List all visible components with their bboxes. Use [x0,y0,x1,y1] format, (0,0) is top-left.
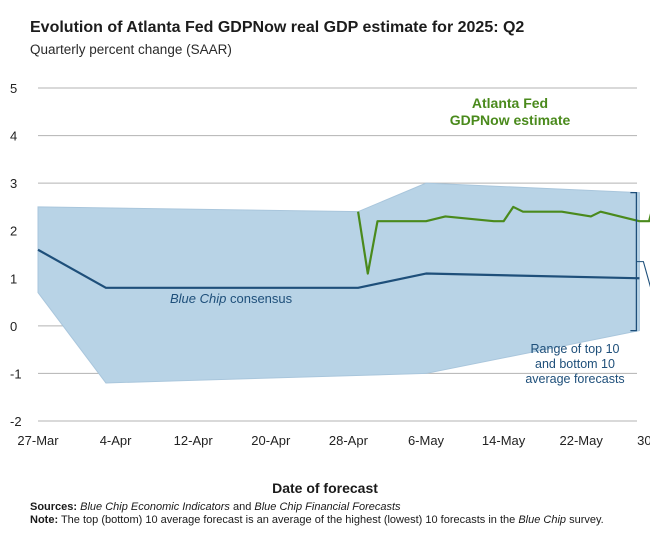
note-label: Note: [30,514,59,526]
x-tick-label: 28-Apr [329,433,369,448]
y-tick-label: 4 [10,129,17,144]
sources-label: Sources: [30,501,78,513]
x-tick-label: 27-Mar [17,433,59,448]
x-tick-label: 22-May [560,433,604,448]
gdpnow-line [357,205,650,275]
footnote: Sources: Blue Chip Economic Indicators a… [30,501,630,527]
x-tick-label: 30-May [637,433,650,448]
range-annotation-line3: average forecasts [525,372,625,386]
range-annotation: Range of top 10 and bottom 10 average fo… [512,342,638,387]
y-tick-label: -2 [10,414,22,429]
x-tick-label: 4-Apr [100,433,132,448]
x-tick-label: 12-Apr [174,433,214,448]
gdpnow-annotation-line2: GDPNow estimate [449,112,571,128]
y-tick-label: 1 [10,271,17,286]
range-connector [636,261,650,288]
x-axis-label: Date of forecast [272,480,378,496]
chart-title: Evolution of Atlanta Fed GDPNow real GDP… [30,19,525,36]
note-text1: The top (bottom) 10 average forecast is … [58,514,519,526]
range-annotation-line2: and bottom 10 [535,357,615,371]
sources-em2: Blue Chip Financial Forecasts [254,501,401,513]
gdpnow-annotation: Atlanta Fed GDPNow estimate [440,95,580,129]
footnote-sources: Sources: Blue Chip Economic Indicators a… [30,501,630,514]
y-tick-label: 5 [10,81,17,96]
y-tick-label: -1 [10,366,22,381]
y-tick-label: 2 [10,224,17,239]
footnote-note: Note: The top (bottom) 10 average foreca… [30,514,630,527]
bluechip-line [37,248,640,289]
y-tick-label: 0 [10,319,17,334]
chart-subtitle: Quarterly percent change (SAAR) [30,42,232,57]
note-text2: survey. [566,514,604,526]
sources-em1: Blue Chip Economic Indicators [80,501,230,513]
range-annotation-line1: Range of top 10 [530,342,620,356]
x-tick-label: 6-May [408,433,445,448]
bluechip-annotation: Blue Chip consensus [170,291,292,306]
sources-and: and [229,501,255,513]
gdpnow-annotation-line1: Atlanta Fed [471,95,549,111]
x-tick-label: 14-May [482,433,526,448]
y-tick-label: 3 [10,176,17,191]
x-tick-label: 20-Apr [251,433,291,448]
note-em: Blue Chip [518,514,567,526]
bluechip-annotation-em: Blue Chip [170,291,227,306]
range-area [37,182,640,384]
bluechip-annotation-rest: consensus [226,291,293,306]
